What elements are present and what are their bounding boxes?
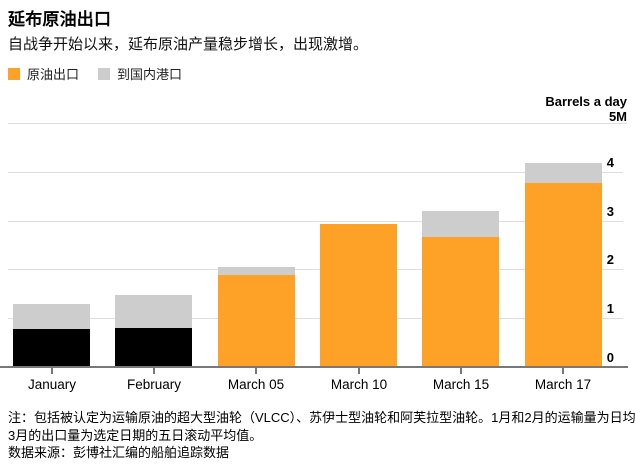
bar-segment-domestic	[218, 267, 295, 275]
bar-segment-exports	[218, 275, 295, 367]
gridline	[8, 269, 623, 270]
y-axis-unit-label: Barrels a day	[545, 94, 627, 109]
x-category-label: March 10	[330, 377, 388, 392]
legend-label-domestic: 到国内港口	[117, 67, 183, 82]
x-axis-tickmark	[358, 368, 360, 374]
x-axis-tickmark	[51, 368, 53, 374]
source-line: 数据来源：彭博社汇编的船舶追踪数据	[8, 445, 230, 460]
x-category-label: March 15	[432, 377, 490, 392]
chart-subtitle: 自战争开始以来，延布原油产量稳步增长，出现激增。	[8, 36, 369, 53]
footnote-line-1: 注：包括被认定为运输原油的超大型油轮（VLCC）、苏伊士型油轮和阿芙拉型油轮。1…	[8, 410, 635, 425]
gridline	[8, 221, 623, 222]
x-category-label: March 17	[534, 377, 592, 392]
footnotes: 注：包括被认定为运输原油的超大型油轮（VLCC）、苏伊士型油轮和阿芙拉型油轮。1…	[8, 409, 635, 462]
bar-segment-exports	[422, 237, 499, 367]
bar-segment-domestic	[115, 295, 192, 328]
y-tick-label: 0	[606, 350, 614, 365]
gridline	[8, 318, 623, 319]
bar-segment-exports	[13, 329, 90, 367]
bar-segment-exports	[320, 224, 397, 367]
x-category-label: February	[126, 377, 182, 392]
x-category-label: March 05	[227, 377, 285, 392]
bar-segment-domestic	[422, 211, 499, 237]
legend-item-domestic: 到国内港口	[98, 64, 182, 83]
x-axis-tickmark	[562, 368, 564, 374]
x-axis-tickmark	[255, 368, 257, 374]
bar-segment-exports	[525, 183, 602, 367]
x-axis-tickmark	[460, 368, 462, 374]
y-tick-label: 1	[606, 301, 614, 316]
page-title: 延布原油出口	[8, 10, 112, 29]
bar-segment-domestic	[13, 304, 90, 329]
footnote-line-2: 3月的出口量为选定日期的五日滚动平均值。	[8, 427, 263, 443]
gridline-top	[8, 123, 627, 124]
legend-item-exports: 原油出口	[8, 64, 79, 83]
y-tick-label: 2	[606, 252, 614, 267]
y-tick-label: 3	[606, 204, 614, 219]
legend: 原油出口 到国内港口	[8, 64, 182, 83]
legend-label-exports: 原油出口	[27, 67, 80, 82]
bar-segment-domestic	[525, 163, 602, 183]
x-axis-line	[0, 366, 628, 368]
legend-swatch-exports-icon	[8, 67, 20, 80]
x-axis-tickmark	[153, 368, 155, 374]
y-tick-label: 4	[606, 155, 614, 170]
gridline	[8, 172, 623, 173]
bar-segment-exports	[115, 328, 192, 367]
x-category-label: January	[27, 377, 77, 392]
legend-swatch-domestic-icon	[98, 67, 111, 80]
y-axis-top-tick: 5M	[608, 109, 627, 124]
